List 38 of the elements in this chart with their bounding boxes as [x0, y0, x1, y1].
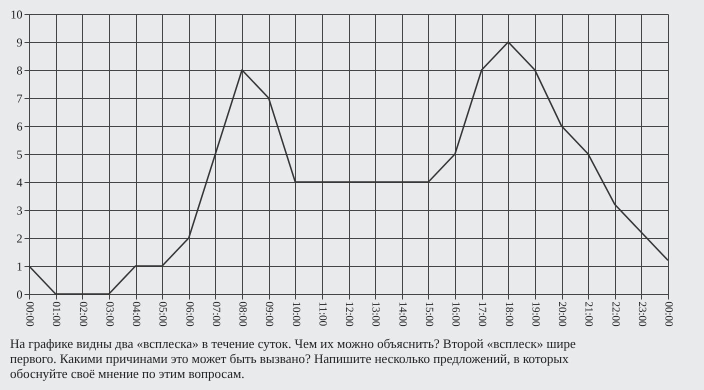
x-tick-label: 21:00 [582, 302, 595, 328]
x-tick-label: 14:00 [396, 302, 408, 328]
x-tick-label: 08:00 [236, 302, 248, 328]
x-tick-label: 09:00 [263, 302, 276, 328]
x-tick-label: 11:00 [316, 302, 328, 327]
x-tick-label: 23:00 [636, 302, 648, 328]
x-tick-label: 18:00 [502, 302, 515, 328]
x-tick-label: 19:00 [529, 302, 542, 328]
y-tick-label: 2 [16, 232, 22, 246]
x-tick-label: 15:00 [422, 302, 435, 328]
x-tick-label: 12:00 [343, 302, 355, 328]
x-tick-label: 22:00 [609, 302, 622, 328]
y-tick-label: 3 [16, 204, 22, 218]
y-tick-label: 7 [16, 92, 22, 106]
y-tick-label: 5 [16, 148, 22, 162]
y-tick-label: 0 [16, 288, 22, 302]
y-tick-label: 8 [16, 64, 22, 78]
line-series [28, 41, 669, 295]
y-tick-label: 6 [16, 120, 22, 134]
x-tick-label: 16:00 [450, 302, 462, 328]
x-tick-label: 05:00 [156, 302, 169, 328]
y-tick-label: 9 [16, 36, 22, 50]
x-tick-label: 06:00 [183, 302, 196, 328]
x-tick-label: 13:00 [370, 302, 382, 328]
x-tick-label: 00:00 [662, 302, 674, 328]
x-tick-label: 07:00 [210, 302, 222, 328]
y-tick-label: 10 [10, 8, 22, 22]
x-tick-label: 10:00 [290, 302, 302, 328]
x-tick-label: 00:00 [24, 302, 36, 328]
y-tick-label: 1 [16, 260, 22, 274]
text: На графике видны два «всплеска» в течение суток. Чем их можно объяснить? Второй «всплеск» шире первого. Какими причинами это может быть вызвано? Напишите несколько предложений, в которых обоснуйте своё мнение по этим вопросам. [10, 336, 576, 382]
x-tick-label: 03:00 [103, 302, 116, 328]
x-tick-label: 04:00 [130, 302, 142, 328]
x-tick-label: 20:00 [556, 302, 568, 328]
y-tick-label: 4 [16, 176, 22, 190]
x-tick-label: 01:00 [50, 302, 62, 328]
x-tick-label: 02:00 [76, 302, 89, 328]
x-tick-label: 17:00 [476, 302, 488, 328]
